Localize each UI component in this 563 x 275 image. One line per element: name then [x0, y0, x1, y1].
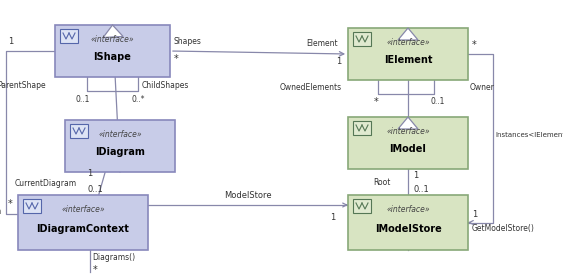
- Polygon shape: [398, 117, 418, 129]
- Text: IDiagramContext: IDiagramContext: [37, 224, 129, 233]
- Text: *: *: [8, 199, 13, 209]
- Bar: [55, 25, 170, 77]
- Text: 0..1: 0..1: [75, 95, 90, 103]
- Text: 1: 1: [413, 171, 418, 180]
- Text: 1: 1: [87, 169, 92, 177]
- Text: 0..1: 0..1: [430, 98, 445, 106]
- Bar: [65, 120, 175, 172]
- Text: «interface»: «interface»: [386, 38, 430, 47]
- Text: Instances<IElement>(): Instances<IElement>(): [495, 131, 563, 138]
- Bar: [60, 29, 78, 43]
- Text: 1: 1: [8, 37, 14, 45]
- Text: ModelStore: ModelStore: [224, 191, 272, 199]
- Text: 0..1: 0..1: [87, 186, 103, 194]
- Text: *: *: [92, 265, 97, 275]
- Text: «interface»: «interface»: [61, 205, 105, 214]
- Bar: [353, 32, 371, 46]
- Bar: [18, 195, 148, 250]
- Text: «interface»: «interface»: [386, 205, 430, 214]
- Bar: [348, 28, 468, 80]
- Bar: [348, 195, 468, 250]
- Text: 0..1: 0..1: [413, 185, 429, 194]
- Text: CurrentDiagram: CurrentDiagram: [15, 178, 77, 188]
- Polygon shape: [103, 25, 123, 37]
- Text: «interface»: «interface»: [386, 127, 430, 136]
- Bar: [353, 121, 371, 135]
- Text: Diagrams(): Diagrams(): [92, 254, 136, 263]
- Text: IElement: IElement: [384, 55, 432, 65]
- Text: «interface»: «interface»: [91, 35, 135, 44]
- Text: «interface»: «interface»: [98, 130, 142, 139]
- Text: Owner: Owner: [470, 84, 495, 92]
- Text: Root: Root: [373, 178, 390, 187]
- Polygon shape: [398, 28, 418, 40]
- Text: Shapes: Shapes: [174, 37, 202, 45]
- Text: ChildShapes: ChildShapes: [142, 81, 189, 89]
- Text: ParentShape: ParentShape: [0, 81, 46, 89]
- Bar: [70, 124, 88, 138]
- Text: *: *: [472, 40, 477, 50]
- Bar: [23, 199, 41, 213]
- Text: IModelStore: IModelStore: [374, 224, 441, 233]
- Text: IShape: IShape: [93, 52, 131, 62]
- Text: OwnedElements: OwnedElements: [280, 84, 342, 92]
- Bar: [353, 199, 371, 213]
- Text: GetModelStore(): GetModelStore(): [472, 224, 535, 233]
- Text: 1: 1: [330, 213, 335, 221]
- Text: IModel: IModel: [390, 144, 426, 154]
- Text: 0..*: 0..*: [132, 95, 145, 103]
- Text: *: *: [374, 97, 379, 107]
- Text: Diagram: Diagram: [0, 207, 1, 216]
- Text: 1: 1: [336, 57, 341, 67]
- Text: IDiagram: IDiagram: [95, 147, 145, 157]
- Text: 1: 1: [472, 210, 477, 219]
- Text: Element: Element: [306, 40, 338, 48]
- Bar: [348, 117, 468, 169]
- Text: *: *: [174, 54, 178, 64]
